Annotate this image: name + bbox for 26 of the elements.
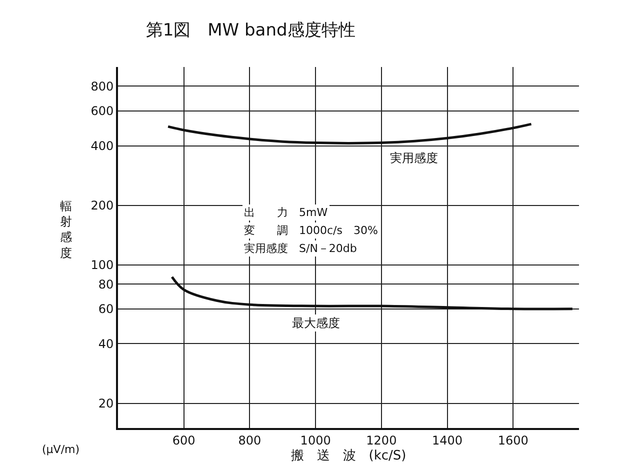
annotation: 実用感度 S/N－20db (244, 242, 357, 255)
x-tick-label: 1400 (432, 433, 463, 448)
y-tick-label: 600 (90, 104, 114, 118)
y-tick-label: 40 (98, 336, 114, 351)
y-tick-label: 20 (98, 396, 114, 410)
y-tick-label: 80 (98, 277, 114, 292)
chart-title: 第1図 MW band感度特性 (146, 20, 356, 41)
x-axis-title: 搬 送 波 (kc/S) (290, 448, 406, 464)
y-tick-label: 400 (90, 138, 114, 153)
y-tick-label: 200 (90, 198, 114, 213)
series-label: 最大感度 (292, 316, 340, 330)
text: (μV/m) (42, 443, 80, 456)
y-tick-label: 100 (90, 258, 114, 272)
x-tick-label: 1000 (300, 433, 331, 448)
series-label: 実用感度 (390, 151, 438, 165)
y-axis-title: 輻射感度 (60, 199, 72, 260)
annotation: 変 調 1000c/s 30% (244, 224, 378, 237)
x-tick-label: 1200 (366, 433, 397, 448)
y-tick-label: 60 (98, 302, 114, 316)
x-tick-label: 1600 (498, 433, 528, 448)
y-tick-label: 800 (90, 79, 114, 94)
line-series (170, 276, 574, 310)
x-tick-label: 800 (238, 433, 262, 448)
x-tick-label: 600 (172, 433, 196, 448)
line-series (166, 122, 532, 144)
annotation: 出 力 5mW (244, 206, 328, 219)
